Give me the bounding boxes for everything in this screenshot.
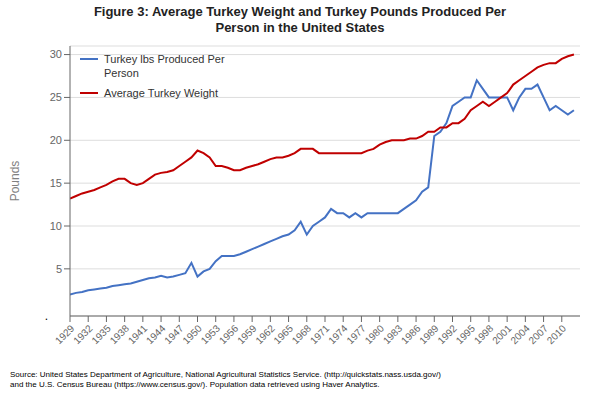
svg-text:15: 15: [50, 177, 62, 189]
svg-text:1971: 1971: [308, 322, 332, 346]
svg-text:1968: 1968: [290, 322, 314, 346]
svg-text:20: 20: [50, 134, 62, 146]
svg-text:1977: 1977: [344, 322, 368, 346]
svg-text:1989: 1989: [417, 322, 441, 346]
svg-text:2004: 2004: [508, 322, 532, 346]
svg-text:1938: 1938: [108, 322, 132, 346]
svg-text:1992: 1992: [435, 322, 459, 346]
svg-text:1941: 1941: [126, 322, 150, 346]
svg-text:1929: 1929: [53, 322, 77, 346]
svg-text:Pounds: Pounds: [8, 161, 22, 202]
svg-text:1995: 1995: [454, 322, 478, 346]
svg-text:1950: 1950: [180, 322, 204, 346]
svg-text:1959: 1959: [235, 322, 259, 346]
svg-text:1947: 1947: [162, 322, 186, 346]
svg-text:25: 25: [50, 91, 62, 103]
html-text:Figure 3: Average Turkey Weigh: Figure 3: Average Turkey Weight and Turk…: [93, 4, 507, 35]
svg-text:1956: 1956: [217, 322, 241, 346]
svg-text:30: 30: [50, 48, 62, 60]
html-text:Turkey lbs Produced Per Person: Turkey lbs Produced Per Person: [104, 53, 225, 79]
svg-text:1944: 1944: [144, 322, 168, 346]
svg-text:1998: 1998: [472, 322, 496, 346]
html-text:Source: United States Departme: Source: United States Department of Agri…: [10, 370, 441, 389]
svg-text:.: .: [45, 309, 48, 323]
svg-text:1962: 1962: [253, 322, 277, 346]
html-text:Average Turkey Weight: Average Turkey Weight: [104, 87, 218, 99]
svg-text:1935: 1935: [89, 322, 113, 346]
svg-text:1980: 1980: [363, 322, 387, 346]
svg-text:1953: 1953: [199, 322, 223, 346]
svg-text:2010: 2010: [545, 322, 569, 346]
svg-text:1965: 1965: [271, 322, 295, 346]
svg-text:5: 5: [56, 263, 62, 275]
svg-text:1983: 1983: [381, 322, 405, 346]
svg-text:1974: 1974: [326, 322, 350, 346]
svg-text:2001: 2001: [490, 322, 514, 346]
svg-text:10: 10: [50, 220, 62, 232]
svg-text:2007: 2007: [526, 322, 550, 346]
svg-text:1986: 1986: [399, 322, 423, 346]
svg-text:1932: 1932: [71, 322, 95, 346]
